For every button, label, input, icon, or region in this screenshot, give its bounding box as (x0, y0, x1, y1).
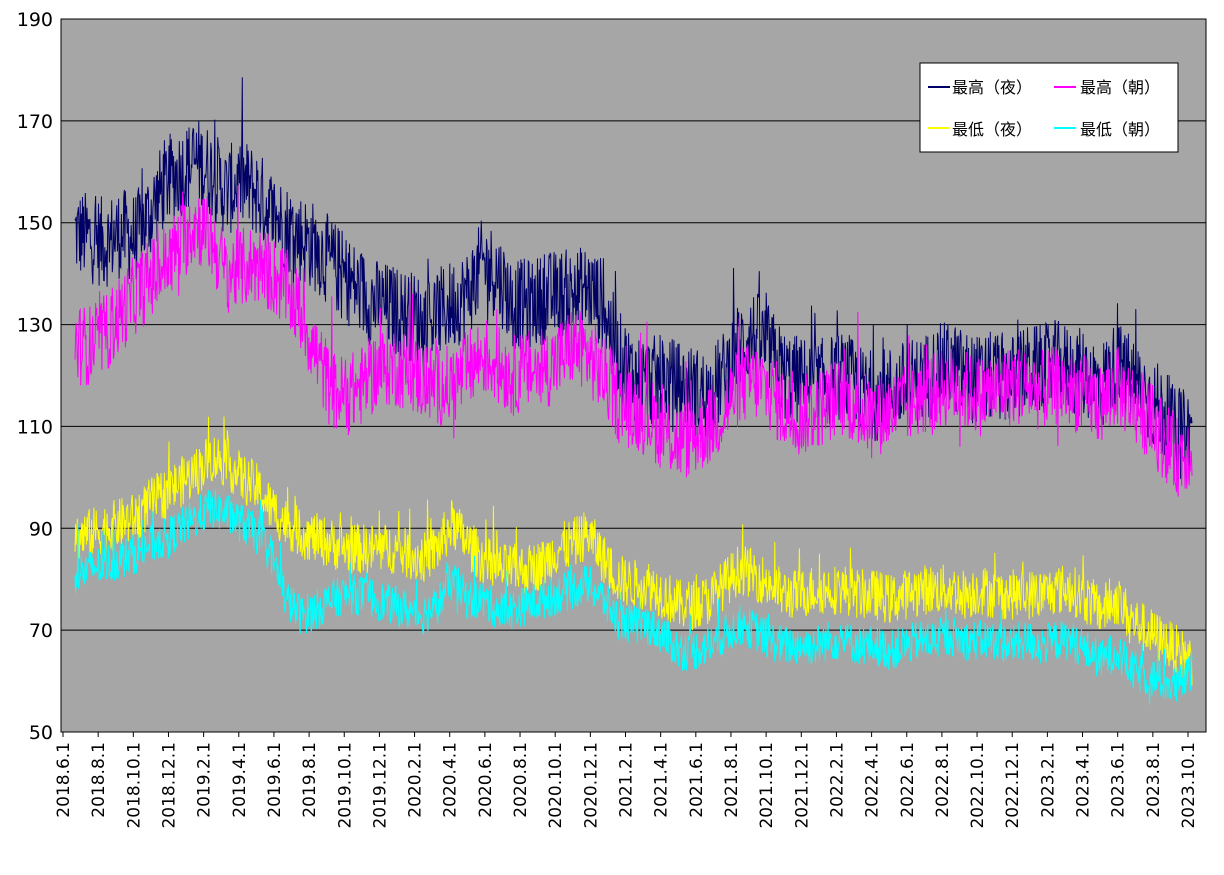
x-tick-label: 2021.4.1 (652, 742, 672, 818)
x-tick-label: 2021.8.1 (722, 742, 742, 818)
series-line-0 (74, 77, 1193, 480)
x-tick-label: 2018.12.1 (159, 742, 179, 829)
x-tick-label: 2021.12.1 (792, 742, 812, 829)
legend-label-0: 最高（夜） (952, 78, 1032, 97)
x-tick-label: 2023.10.1 (1179, 742, 1199, 829)
y-tick-label: 50 (29, 722, 53, 744)
x-tick-label: 2023.8.1 (1144, 742, 1164, 818)
x-axis-ticks: 2018.6.1 2018.8.1 2018.10.1 2018.12.1 2019.2… (54, 732, 1199, 829)
y-axis-ticks: 50 70 90 110 130 150 170 190 (17, 9, 53, 744)
series-line-1 (74, 185, 1193, 497)
x-tick-label: 2020.6.1 (476, 742, 496, 818)
x-tick-label: 2019.10.1 (335, 742, 355, 829)
legend-label-3: 最低（朝） (1080, 120, 1160, 139)
legend-box (919, 62, 1179, 153)
x-tick-label: 2023.6.1 (1109, 742, 1129, 818)
x-tick-label: 2022.2.1 (827, 742, 847, 818)
y-tick-label: 150 (17, 213, 53, 235)
x-tick-label: 2018.8.1 (89, 742, 109, 818)
x-tick-label: 2022.12.1 (1003, 742, 1023, 829)
y-tick-label: 110 (17, 416, 53, 438)
x-tick-label: 2022.10.1 (968, 742, 988, 829)
y-tick-label: 70 (29, 620, 53, 642)
legend-label-2: 最低（夜） (952, 120, 1032, 139)
y-tick-label: 90 (29, 518, 53, 540)
y-tick-label: 170 (17, 111, 53, 133)
y-tick-label: 130 (17, 315, 53, 337)
x-tick-label: 2019.4.1 (230, 742, 250, 818)
x-tick-label: 2021.10.1 (757, 742, 777, 829)
x-tick-label: 2019.12.1 (370, 742, 390, 829)
x-tick-label: 2018.10.1 (124, 742, 144, 829)
x-tick-label: 2023.2.1 (1038, 742, 1058, 818)
x-tick-label: 2021.2.1 (617, 742, 637, 818)
x-tick-label: 2019.6.1 (265, 742, 285, 818)
x-tick-label: 2022.8.1 (933, 742, 953, 818)
x-tick-label: 2019.2.1 (195, 742, 215, 818)
x-tick-label: 2021.6.1 (687, 742, 707, 818)
x-tick-label: 2018.6.1 (54, 742, 74, 818)
x-tick-label: 2019.8.1 (300, 742, 320, 818)
x-tick-label: 2020.12.1 (581, 742, 601, 829)
x-tick-label: 2020.4.1 (441, 742, 461, 818)
legend: 最高（夜） 最高（朝） 最低（夜） 最低（朝） (919, 62, 1179, 153)
x-tick-label: 2022.4.1 (863, 742, 883, 818)
x-tick-label: 2020.2.1 (406, 742, 426, 818)
series-line-3 (74, 489, 1193, 705)
x-tick-label: 2023.4.1 (1074, 742, 1094, 818)
x-tick-label: 2020.10.1 (546, 742, 566, 829)
y-tick-label: 190 (17, 9, 53, 31)
x-tick-label: 2022.6.1 (898, 742, 918, 818)
legend-label-1: 最高（朝） (1080, 78, 1160, 97)
x-tick-label: 2020.8.1 (511, 742, 531, 818)
series-layer (74, 77, 1193, 705)
